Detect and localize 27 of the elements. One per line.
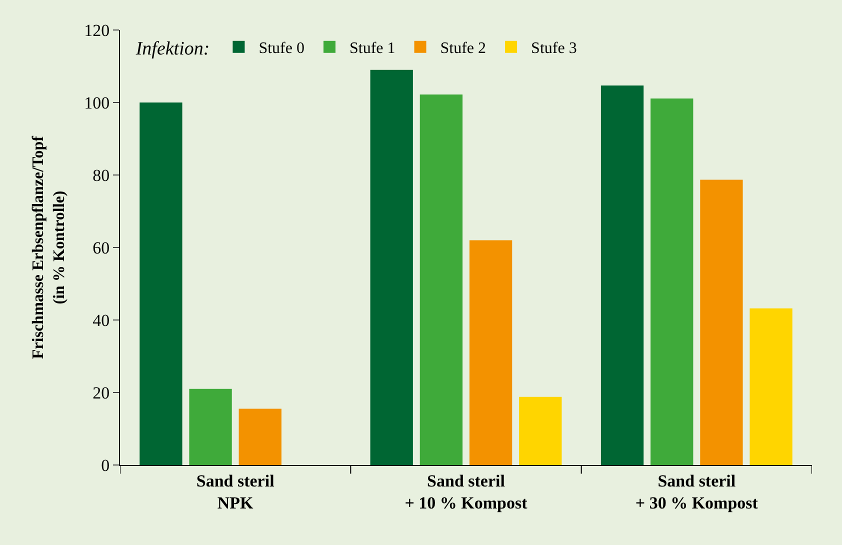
x-tick-label: Sand steril NPK <box>196 471 275 512</box>
x-tick-label: Sand steril + 30 % Kompost <box>635 471 758 512</box>
bar <box>469 240 512 465</box>
y-tick-label: 120 <box>84 20 110 40</box>
y-tick-label: 100 <box>84 93 110 112</box>
bar <box>420 94 463 465</box>
bar <box>140 102 182 465</box>
legend-label: Stufe 0 <box>258 40 304 58</box>
x-tick-label: Sand steril + 10 % Kompost <box>404 471 528 512</box>
y-tick-label: 20 <box>92 383 110 402</box>
bar <box>600 85 644 465</box>
legend-label: Stufe 1 <box>349 40 396 58</box>
y-axis-title: Frischmasse Erbsenpflanze/Topf (in % Kontrolle) <box>30 135 68 359</box>
legend-label: Stufe 2 <box>440 40 486 58</box>
bar <box>238 408 282 465</box>
bar <box>650 98 694 465</box>
legend-label: Stufe 3 <box>531 40 577 58</box>
bar <box>700 180 743 465</box>
y-tick-label: 0 <box>101 456 110 475</box>
bar <box>519 396 562 465</box>
bar <box>370 70 413 465</box>
y-tick-label: 60 <box>92 238 110 258</box>
bar <box>189 388 232 465</box>
y-tick-label: 40 <box>92 310 110 330</box>
legend-title: Infektion: <box>134 38 210 60</box>
y-tick-label: 80 <box>92 166 110 185</box>
bar <box>750 308 792 465</box>
